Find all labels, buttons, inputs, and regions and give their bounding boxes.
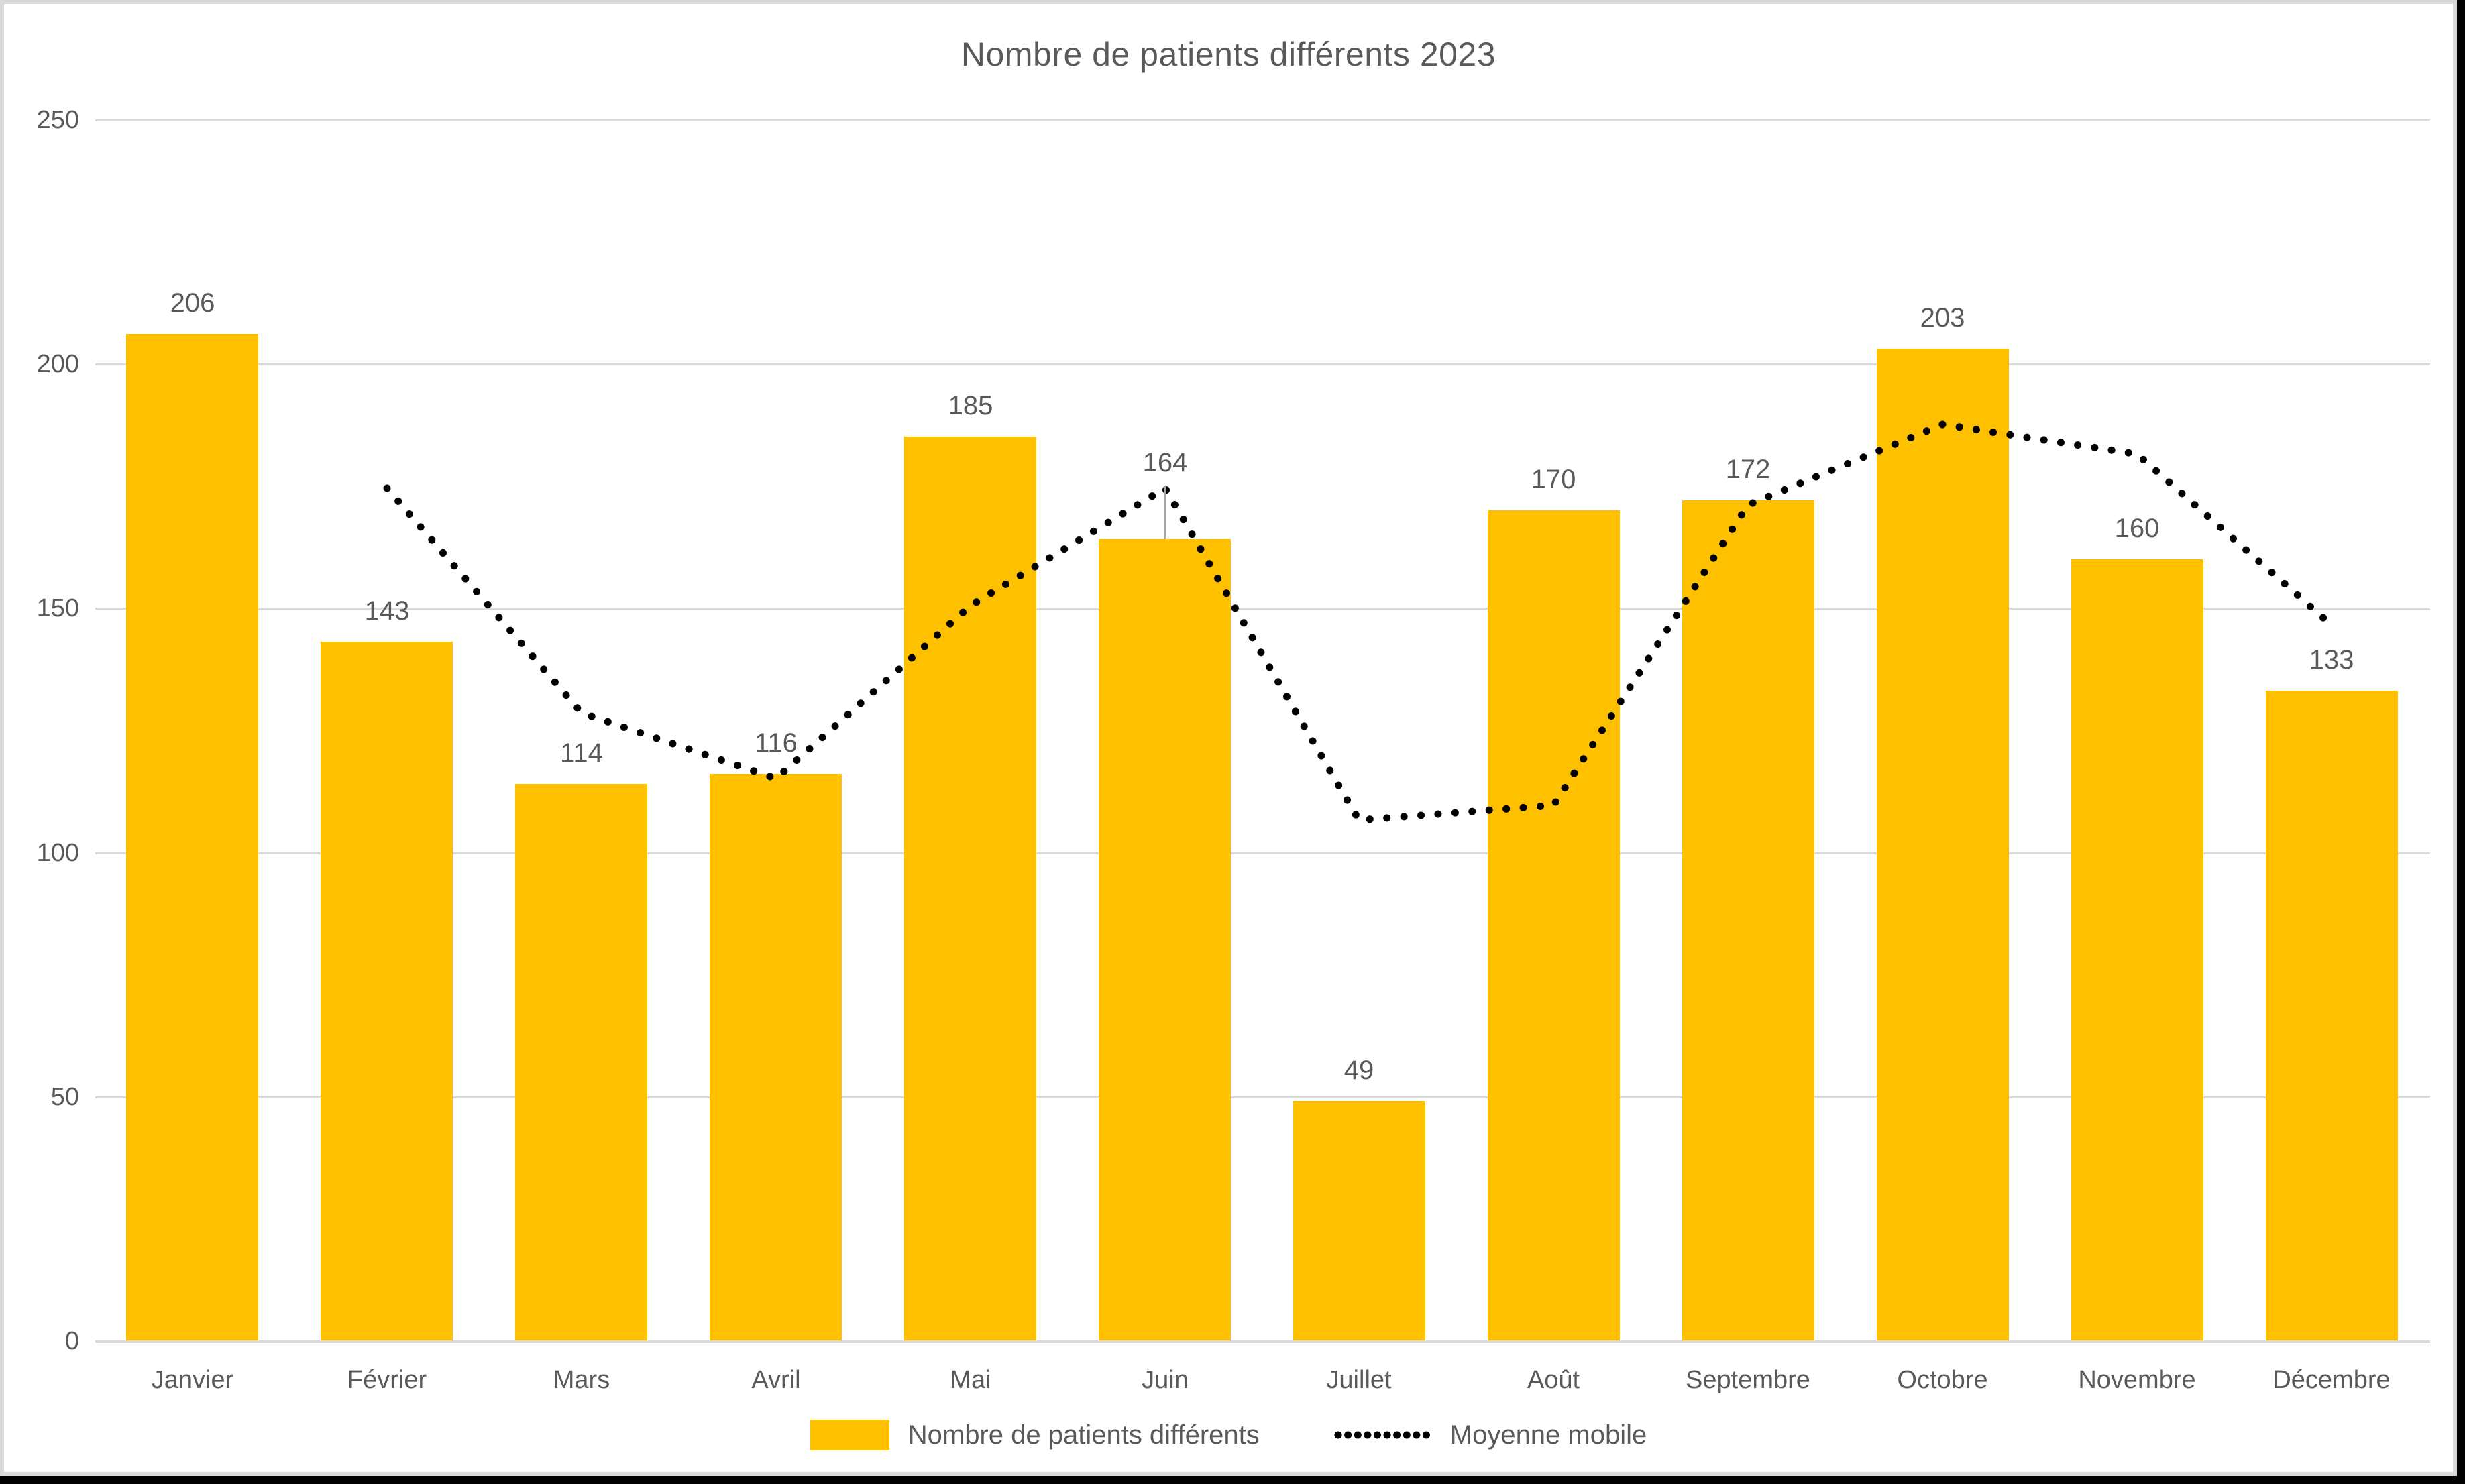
x-axis-label-février: Février bbox=[347, 1366, 427, 1394]
bar-value-label: 143 bbox=[364, 596, 410, 626]
bars-layer bbox=[4, 4, 2457, 1476]
x-axis-label-janvier: Janvier bbox=[151, 1366, 234, 1394]
gridline-50 bbox=[95, 1096, 2430, 1098]
moving-average-line bbox=[383, 420, 2336, 824]
x-axis-label-septembre: Septembre bbox=[1686, 1366, 1810, 1394]
y-axis-tick-label: 250 bbox=[36, 106, 79, 134]
bar-décembre bbox=[2266, 691, 2398, 1340]
gridline-0 bbox=[95, 1340, 2430, 1343]
bar-value-label: 206 bbox=[170, 288, 215, 318]
x-axis-label-octobre: Octobre bbox=[1897, 1366, 1988, 1394]
x-axis-label-juillet: Juillet bbox=[1326, 1366, 1392, 1394]
bar-septembre bbox=[1682, 500, 1814, 1340]
chart-legend: Nombre de patients différents Moyenne mo… bbox=[4, 1415, 2453, 1455]
legend-line-label: Moyenne mobile bbox=[1449, 1420, 1647, 1450]
x-axis-label-mai: Mai bbox=[950, 1366, 991, 1394]
bar-avril bbox=[710, 774, 842, 1340]
x-axis-label-août: Août bbox=[1527, 1366, 1580, 1394]
gridline-100 bbox=[95, 852, 2430, 854]
bar-value-label: 160 bbox=[2114, 514, 2160, 543]
bar-value-label: 172 bbox=[1725, 455, 1771, 484]
x-axis-label-décembre: Décembre bbox=[2272, 1366, 2391, 1394]
legend-bar-label: Nombre de patients différents bbox=[908, 1420, 1260, 1450]
bar-value-label: 116 bbox=[755, 728, 798, 758]
bar-value-label: 203 bbox=[1920, 303, 1965, 333]
gridlines-layer: 0 50 100 150 200 250 bbox=[4, 4, 2457, 1476]
legend-bar-swatch bbox=[810, 1420, 889, 1450]
bar-value-label: 49 bbox=[1344, 1055, 1374, 1085]
bar-mai bbox=[904, 437, 1036, 1340]
bar-janvier bbox=[126, 334, 258, 1340]
bar-value-label: 133 bbox=[2309, 645, 2354, 675]
x-axis-label-avril: Avril bbox=[751, 1366, 801, 1394]
y-axis-tick-label: 0 bbox=[64, 1327, 79, 1355]
y-axis-tick-label: 200 bbox=[36, 350, 79, 378]
y-axis-tick-label: 50 bbox=[50, 1083, 79, 1111]
legend-dotted-line-icon bbox=[1334, 1431, 1433, 1439]
bar-value-label: 170 bbox=[1531, 465, 1576, 494]
chart-title: Nombre de patients différents 2023 bbox=[961, 36, 1496, 73]
bar-value-label: 185 bbox=[948, 391, 993, 420]
x-axis-label-juin: Juin bbox=[1142, 1366, 1189, 1394]
bar-août bbox=[1488, 510, 1620, 1340]
gridline-150 bbox=[95, 608, 2430, 610]
bar-février bbox=[321, 642, 453, 1340]
bar-juin bbox=[1099, 539, 1231, 1340]
gridline-250 bbox=[95, 119, 2430, 121]
bar-octobre bbox=[1877, 349, 2009, 1340]
bar-juillet bbox=[1293, 1101, 1425, 1340]
bar-value-label: 114 bbox=[560, 738, 603, 768]
moving-average-line-layer bbox=[383, 420, 2336, 824]
y-axis-tick-label: 100 bbox=[36, 839, 79, 867]
label-leader-line bbox=[1164, 486, 1166, 539]
bar-novembre bbox=[2071, 559, 2203, 1340]
bar-mars bbox=[515, 784, 647, 1340]
gridline-200 bbox=[95, 363, 2430, 365]
x-axis-label-novembre: Novembre bbox=[2078, 1366, 2196, 1394]
bar-value-label: 164 bbox=[1142, 448, 1188, 477]
labels-layer: 206 Janvier 143 Février 114 Mars 116 Avril 185 Ma… bbox=[4, 4, 2457, 1476]
x-axis-label-mars: Mars bbox=[553, 1366, 610, 1394]
y-axis-tick-label: 150 bbox=[36, 594, 79, 622]
